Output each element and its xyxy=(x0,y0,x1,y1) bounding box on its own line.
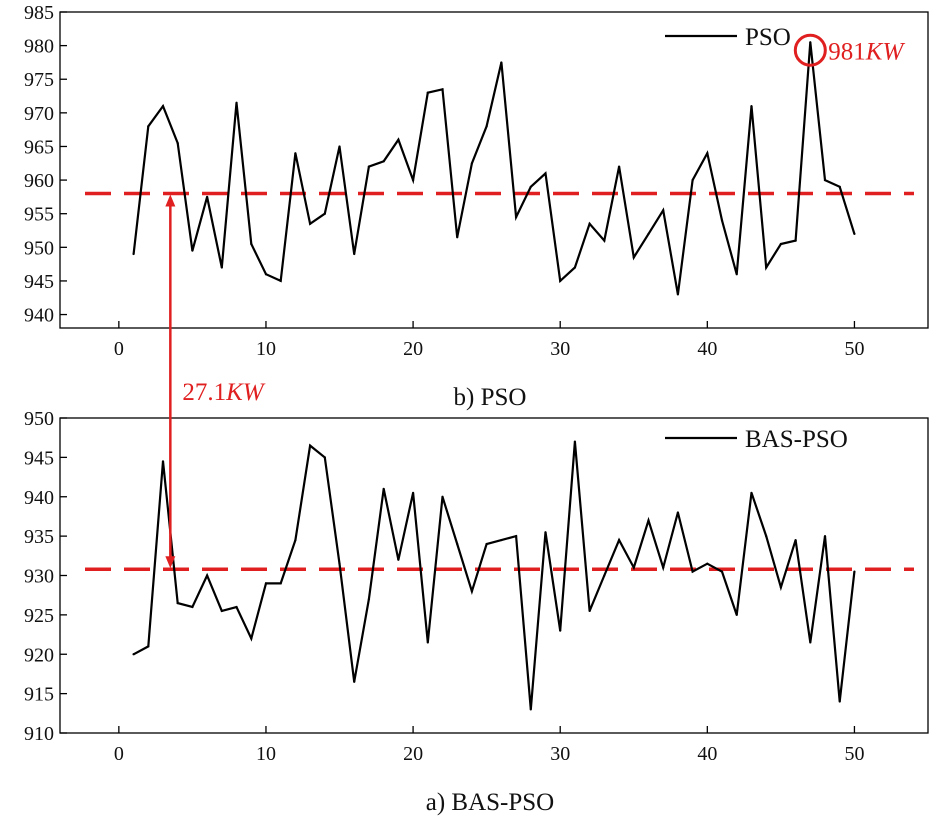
y-tick-label: 940 xyxy=(24,487,54,509)
pso-y-axis: 940 945 950 955 960 965 970 975 980 985 xyxy=(24,2,67,327)
gap-annotation: 27.1KW xyxy=(165,194,266,569)
pso-series-line xyxy=(132,42,856,295)
bas-pso-caption: a) BAS-PSO xyxy=(426,789,555,816)
pso-x-axis: 0 10 20 30 40 50 xyxy=(114,321,864,360)
pso-caption: b) PSO xyxy=(454,384,527,411)
gap-label: 27.1KW xyxy=(182,379,265,406)
x-tick-label: 10 xyxy=(256,338,276,360)
y-tick-label: 970 xyxy=(24,103,54,125)
y-tick-label: 930 xyxy=(24,566,54,588)
y-tick-label: 955 xyxy=(24,204,54,226)
pso-plot-frame xyxy=(59,11,929,329)
x-tick-label: 40 xyxy=(697,743,717,765)
bas-pso-y-axis: 910 915 920 925 930 935 940 945 950 xyxy=(24,408,67,745)
y-tick-label: 950 xyxy=(24,408,54,430)
y-tick-label: 945 xyxy=(24,271,54,293)
x-tick-label: 20 xyxy=(403,338,423,360)
y-tick-label: 980 xyxy=(24,36,54,58)
pso-legend-label: PSO xyxy=(745,24,791,51)
bas-pso-legend-label: BAS-PSO xyxy=(745,426,848,453)
y-tick-label: 935 xyxy=(24,526,54,548)
x-tick-label: 20 xyxy=(403,743,423,765)
gap-arrow-head-down-icon xyxy=(165,556,176,569)
pso-peak-value: 981 xyxy=(828,38,866,65)
y-tick-label: 965 xyxy=(24,136,54,158)
pso-panel: 940 945 950 955 960 965 970 975 980 985 0 10 20 30 40… xyxy=(24,2,929,411)
bas-pso-series-line xyxy=(133,441,856,710)
y-tick-label: 920 xyxy=(24,644,54,666)
x-tick-label: 0 xyxy=(114,743,124,765)
gap-value: 27.1 xyxy=(182,379,226,406)
bas-pso-plot-frame xyxy=(59,417,929,734)
y-tick-label: 925 xyxy=(24,605,54,627)
y-tick-label: 910 xyxy=(24,723,54,745)
pso-peak-label: 981KW xyxy=(828,38,905,65)
pso-peak-marker-circle xyxy=(793,33,827,67)
y-tick-label: 950 xyxy=(24,237,54,259)
x-tick-label: 0 xyxy=(114,338,124,360)
x-tick-label: 30 xyxy=(550,743,570,765)
gap-unit: KW xyxy=(225,379,266,406)
x-tick-label: 50 xyxy=(844,743,864,765)
x-tick-label: 40 xyxy=(697,338,717,360)
y-tick-label: 945 xyxy=(24,447,54,469)
y-tick-label: 915 xyxy=(24,684,54,706)
pso-peak-unit: KW xyxy=(865,38,906,65)
y-tick-label: 975 xyxy=(24,69,54,91)
x-tick-label: 50 xyxy=(844,338,864,360)
bas-pso-x-axis: 0 10 20 30 40 50 xyxy=(114,726,864,765)
x-tick-label: 10 xyxy=(256,743,276,765)
y-tick-label: 985 xyxy=(24,2,54,24)
y-tick-label: 960 xyxy=(24,170,54,192)
y-tick-label: 940 xyxy=(24,305,54,327)
gap-arrow-head-up-icon xyxy=(165,194,176,207)
bas-pso-series-points xyxy=(132,440,856,711)
x-tick-label: 30 xyxy=(550,338,570,360)
